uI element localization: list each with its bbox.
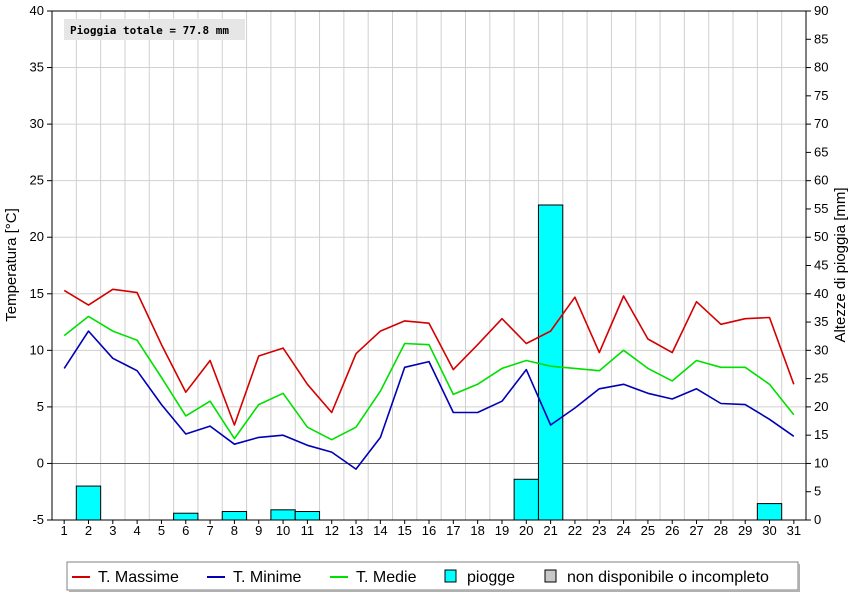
x-tick-label: 7 (206, 523, 213, 538)
x-tick-label: 14 (373, 523, 387, 538)
y-left-tick-label: 5 (37, 399, 44, 414)
legend-swatch-non-disponibile-o-incompleto (544, 569, 557, 583)
rain-bar (173, 512, 199, 521)
plot-frame (51, 10, 807, 521)
x-tick-label: 16 (422, 523, 436, 538)
grid (52, 11, 806, 520)
x-tick-label: 9 (255, 523, 262, 538)
y-left-tick-label: -5 (32, 512, 44, 527)
y-right-tick-label: 60 (814, 173, 828, 188)
legend-swatch-piogge (444, 569, 457, 583)
legend-items: T. Massime T. Minime T. Medie piogge non dis… (72, 569, 769, 586)
y-right-tick-label: 65 (814, 144, 828, 159)
x-tick-label: 23 (592, 523, 606, 538)
x-tick-label: 12 (324, 523, 338, 538)
legend-frame (66, 561, 799, 591)
rain-bar (537, 204, 564, 521)
y-axis-right-title: Altezze di pioggia [mm] (832, 187, 849, 342)
y-right-tick-label: 30 (814, 342, 828, 357)
x-tick-label: 8 (231, 523, 238, 538)
series-line-t-minime (63, 330, 795, 470)
y-left-tick-label: 40 (30, 3, 44, 18)
x-tick-label: 27 (689, 523, 703, 538)
legend-label-t-minime: T. Minime (233, 569, 302, 586)
x-tick-label: 18 (470, 523, 484, 538)
y-right-tick-label: 50 (814, 229, 828, 244)
y-right-tick-label: 90 (814, 3, 828, 18)
series-line-t-massime (63, 288, 795, 426)
rain-bar (294, 511, 321, 521)
x-tick-label: 25 (641, 523, 655, 538)
x-tick-label: 31 (787, 523, 801, 538)
x-tick-label: 19 (495, 523, 509, 538)
axes (47, 10, 811, 524)
rain-bar (75, 485, 102, 521)
x-tick-label: 13 (349, 523, 363, 538)
y-right-tick-label: 40 (814, 286, 828, 301)
x-tick-label: 6 (182, 523, 189, 538)
y-right-tick-label: 25 (814, 371, 828, 386)
x-tick-label: 24 (616, 523, 630, 538)
rain-bar (756, 503, 783, 521)
annotation-background (64, 19, 245, 40)
y-left-tick-label: 15 (30, 286, 44, 301)
legend-label-non-disponibile-o-incompleto: non disponibile o incompleto (567, 569, 769, 586)
x-tick-label: 3 (109, 523, 116, 538)
rain-bar (513, 478, 539, 521)
x-tick-label: 1 (61, 523, 68, 538)
x-tick-label: 17 (446, 523, 460, 538)
y-right-tick-label: 45 (814, 258, 828, 273)
y-left-tick-label: 10 (30, 342, 44, 357)
rain-bar (221, 511, 248, 521)
x-tick-label: 30 (762, 523, 776, 538)
y-right-tick-label: 5 (814, 484, 821, 499)
y-right-tick-label: 35 (814, 314, 828, 329)
x-tick-label: 28 (714, 523, 728, 538)
y-right-tick-label: 0 (814, 512, 821, 527)
legend-label-piogge: piogge (467, 569, 515, 586)
y-left-tick-label: 0 (37, 455, 44, 470)
y-right-tick-label: 70 (814, 116, 828, 131)
temperature-lines (63, 288, 795, 470)
x-tick-label: 22 (568, 523, 582, 538)
y-left-tick-label: 35 (30, 60, 44, 75)
legend-label-t-medie: T. Medie (356, 569, 417, 586)
x-tick-label: 21 (543, 523, 557, 538)
x-tick-label: 11 (301, 523, 315, 538)
x-tick-label: 26 (665, 523, 679, 538)
annotation-text: Pioggia totale = 77.8 mm (70, 24, 229, 37)
rain-bars (75, 204, 783, 521)
y-right-tick-label: 10 (814, 455, 828, 470)
y-axis-left-title: Temperatura [°C] (3, 208, 20, 322)
legend: T. Massime T. Minime T. Medie piogge non dis… (66, 561, 800, 592)
x-tick-label: 20 (519, 523, 533, 538)
x-tick-label: 29 (738, 523, 752, 538)
x-tick-label: 4 (134, 523, 141, 538)
y-left-tick-label: 20 (30, 229, 44, 244)
rain-total-annotation: Pioggia totale = 77.8 mm (64, 19, 245, 40)
rain-bar (270, 509, 296, 521)
y-right-tick-label: 15 (814, 427, 828, 442)
legend-shadow-right (798, 564, 800, 592)
series-line-t-medie (63, 315, 795, 441)
legend-label-t-massime: T. Massime (98, 569, 179, 586)
y-right-tick-label: 55 (814, 201, 828, 216)
legend-shadow-bottom (69, 590, 800, 592)
y-right-tick-label: 75 (814, 88, 828, 103)
y-left-tick-label: 25 (30, 173, 44, 188)
y-right-tick-label: 85 (814, 31, 828, 46)
y-right-tick-label: 20 (814, 399, 828, 414)
x-tick-label: 2 (85, 523, 92, 538)
x-tick-label: 10 (276, 523, 290, 538)
x-tick-label: 5 (158, 523, 165, 538)
y-left-tick-label: 30 (30, 116, 44, 131)
y-right-tick-label: 80 (814, 60, 828, 75)
tick-labels: 4035302520151050-59085807570656055504540… (30, 3, 829, 538)
x-tick-label: 15 (397, 523, 411, 538)
